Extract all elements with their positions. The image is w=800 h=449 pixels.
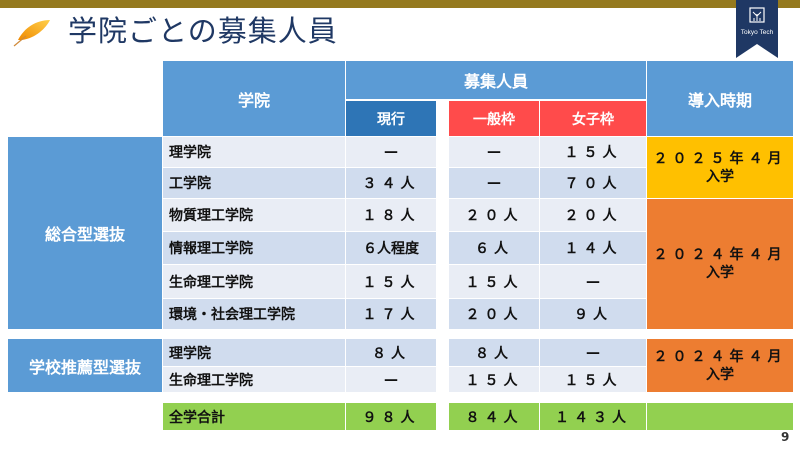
- top-accent-bar: [0, 0, 800, 8]
- total-women: １４３人: [540, 403, 647, 431]
- row-school: 物質理工学院: [163, 199, 346, 232]
- header-intro-period: 導入時期: [647, 61, 794, 137]
- total-period: [647, 403, 794, 431]
- row-women: ９人: [540, 299, 647, 330]
- header-school: 学院: [163, 61, 346, 137]
- total-label: 全学合計: [163, 403, 346, 431]
- logo-text: Tokyo Tech: [740, 29, 774, 36]
- row-women: １５人: [540, 367, 647, 393]
- row-school: 環境・社会理工学院: [163, 299, 346, 330]
- row-general: —: [449, 168, 540, 199]
- row-general: １５人: [449, 265, 540, 299]
- period-note: 入学: [706, 168, 734, 185]
- period-note: 入学: [706, 366, 734, 383]
- row-current: —: [346, 367, 437, 393]
- period-2024: ２０２４年４月 入学: [647, 199, 794, 330]
- row-women: ７０人: [540, 168, 647, 199]
- row-women: １５人: [540, 137, 647, 168]
- row-school: 生命理工学院: [163, 367, 346, 393]
- row-school: 理学院: [163, 339, 346, 367]
- row-school: 情報理工学院: [163, 232, 346, 265]
- period-date: ２０２４年４月: [653, 348, 787, 365]
- period-2024-recommendation: ２０２４年４月 入学: [647, 339, 794, 393]
- category-school-recommendation: 学校推薦型選抜: [8, 339, 163, 393]
- period-date: ２０２５年４月: [653, 150, 787, 167]
- row-current: ６人程度: [346, 232, 437, 265]
- row-current: １８人: [346, 199, 437, 232]
- header-recruitment: 募集人員: [346, 61, 647, 100]
- row-women: —: [540, 339, 647, 367]
- row-current: —: [346, 137, 437, 168]
- row-school: 工学院: [163, 168, 346, 199]
- header-current: 現行: [346, 101, 437, 137]
- row-general: ６人: [449, 232, 540, 265]
- header-general-quota: 一般枠: [449, 101, 540, 137]
- row-general: ２０人: [449, 199, 540, 232]
- page-number: 9: [781, 430, 790, 444]
- slide-title: 学院ごとの募集人員: [68, 14, 338, 48]
- row-school: 理学院: [163, 137, 346, 168]
- row-general: ２０人: [449, 299, 540, 330]
- feather-icon: [13, 20, 50, 47]
- row-current: ８人: [346, 339, 437, 367]
- row-women: ２０人: [540, 199, 647, 232]
- row-current: ３４人: [346, 168, 437, 199]
- category-comprehensive: 総合型選抜: [8, 137, 163, 330]
- tokyo-tech-logo: [736, 0, 778, 58]
- row-school: 生命理工学院: [163, 265, 346, 299]
- row-general: １５人: [449, 367, 540, 393]
- period-note: 入学: [706, 265, 734, 281]
- row-women: １４人: [540, 232, 647, 265]
- total-general: ８４人: [449, 403, 540, 431]
- row-women: —: [540, 265, 647, 299]
- period-2025: ２０２５年４月 入学: [647, 137, 794, 199]
- row-general: —: [449, 137, 540, 168]
- row-current: １７人: [346, 299, 437, 330]
- period-date: ２０２４年４月: [653, 247, 787, 263]
- row-current: １５人: [346, 265, 437, 299]
- row-general: ８人: [449, 339, 540, 367]
- header-women-quota: 女子枠: [540, 101, 647, 137]
- total-current: ９８人: [346, 403, 437, 431]
